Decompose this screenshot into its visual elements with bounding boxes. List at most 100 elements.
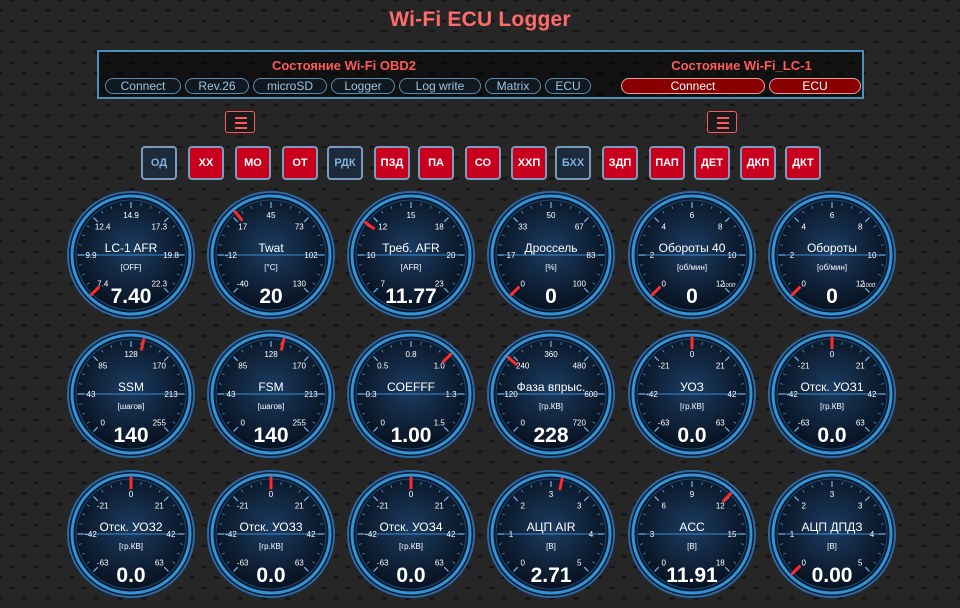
gauge-dial: -63 -42 -21 0 21 42 63 — [207, 470, 335, 598]
gauge-unit: [гр.КВ] — [118, 542, 144, 551]
gauge-needle — [558, 477, 564, 491]
flag-toggle-10[interactable]: ЗДП — [602, 146, 638, 180]
gauge-tick-label: 42 — [447, 530, 456, 539]
gauge-tick-label: -63 — [97, 558, 109, 567]
gauge-label: АЦП AIR — [526, 520, 576, 534]
flag-toggle-12[interactable]: ДЕТ — [694, 146, 730, 180]
gauge-value: 11.91 — [666, 564, 718, 587]
gauge-tick-label: 67 — [575, 223, 584, 232]
flag-toggle-11[interactable]: ПАП — [649, 146, 685, 180]
gauge-tick-label: 22.3 — [151, 279, 167, 288]
gauge-multiplier: x1000 — [860, 283, 875, 289]
gauge-unit: [шагов] — [257, 402, 285, 411]
flag-toggle-0[interactable]: ОД — [141, 146, 177, 180]
gauge-tick-label: -63 — [798, 418, 810, 427]
gauge-label: Отск. УОЗ4 — [379, 520, 443, 534]
flag-toggle-3[interactable]: ОТ — [282, 146, 318, 180]
gauge-tick-label: -21 — [798, 362, 810, 371]
gauge-tick-label: 5 — [577, 558, 582, 567]
gauge-tick-label: 12.4 — [95, 223, 111, 232]
gauge-tick-label: 8 — [718, 223, 723, 232]
gauge-tick-label: 12 — [716, 279, 725, 288]
gauge-value: 228 — [533, 424, 569, 447]
menu-right-button[interactable] — [707, 111, 737, 133]
menu-left-button[interactable] — [225, 111, 255, 133]
gauge-tick-label: 50 — [547, 211, 556, 220]
menu-icon — [717, 127, 729, 129]
gauge-needle — [722, 491, 733, 503]
obd-log-write-button[interactable]: Log write — [399, 78, 481, 94]
gauge-tick-label: 0 — [801, 279, 806, 288]
gauge-value: 0 — [826, 285, 838, 308]
gauge-tick-label: 0 — [520, 279, 525, 288]
flag-toggle-8[interactable]: ХХП — [511, 146, 547, 180]
flag-toggle-9[interactable]: БХХ — [555, 146, 591, 180]
gauge-tick-label: 3 — [650, 530, 655, 539]
gauge-needle — [790, 286, 801, 297]
gauge-tick-label: -42 — [786, 390, 798, 399]
obd-connect-button[interactable]: Connect — [105, 78, 181, 94]
gauge-tick-label: 0 — [269, 490, 274, 499]
gauge-tick-label: 73 — [295, 223, 304, 232]
gauge-tick-label: 42 — [307, 530, 316, 539]
flag-toggle-7[interactable]: СО — [465, 146, 501, 180]
gauge-needle — [650, 286, 661, 297]
lc-status-header: Состояние Wi-Fi_LC-1 — [671, 58, 812, 73]
flag-toggle-14[interactable]: ДКТ — [785, 146, 821, 180]
gauge-tick-label: 255 — [293, 418, 307, 427]
gauge-tick-label: 7.4 — [97, 279, 109, 288]
gauge-label: Треб. AFR — [382, 241, 440, 255]
gauge-value: 7.40 — [110, 285, 152, 308]
obd-microsd-button[interactable]: microSD — [253, 78, 327, 94]
flag-toggle-6[interactable]: ПА — [418, 146, 454, 180]
gauge-tick-label: 63 — [856, 418, 865, 427]
gauge-value: 2.71 — [530, 564, 572, 587]
gauge-label: Отск. УОЗ1 — [800, 380, 864, 394]
gauge-tick-label: 10 — [728, 251, 737, 260]
gauge-tick-label: 85 — [98, 362, 107, 371]
gauge-tick-label: -12 — [225, 251, 237, 260]
gauge-0: 7.4 9.9 12.4 14.9 17.3 19.8 22.3 LC-1 AFR [OFF] 7… — [67, 191, 195, 319]
menu-icon — [235, 127, 247, 129]
gauge-tick-label: 42 — [868, 390, 877, 399]
gauge-unit: [гр.КВ] — [679, 402, 705, 411]
gauge-label: Отск. УОЗ3 — [239, 520, 303, 534]
gauge-unit: [OFF] — [120, 263, 142, 272]
obd-logger-button[interactable]: Logger — [331, 78, 395, 94]
gauge-value: 11.77 — [385, 285, 437, 308]
gauge-needle — [140, 337, 146, 351]
gauge-value: 140 — [253, 424, 289, 447]
gauge-tick-label: 9 — [690, 490, 695, 499]
flag-toggle-1[interactable]: ХХ — [188, 146, 224, 180]
gauge-tick-label: 2 — [801, 502, 806, 511]
gauge-tick-label: 128 — [264, 350, 278, 359]
lc-ecu-button[interactable]: ECU — [769, 78, 861, 94]
flag-toggle-2[interactable]: МО — [235, 146, 271, 180]
gauge-tick-label: 42 — [728, 390, 737, 399]
gauge-dial: 0 2 4 6 8 10 12 — [628, 191, 756, 319]
gauge-label: ACC — [679, 520, 705, 534]
obd-ecu-button[interactable]: ECU — [545, 78, 591, 94]
gauge-dial: 0 43 85 128 170 213 255 — [207, 330, 335, 458]
gauge-tick-label: 12 — [856, 279, 865, 288]
gauge-tick-label: 3 — [549, 490, 554, 499]
gauge-tick-label: 14.9 — [123, 211, 139, 220]
gauge-tick-label: 10 — [367, 251, 376, 260]
gauge-tick-label: 21 — [295, 502, 304, 511]
flag-toggle-13[interactable]: ДКП — [740, 146, 776, 180]
obd-matrix-button[interactable]: Matrix — [485, 78, 541, 94]
gauge-dial: 7 10 12 15 18 20 23 — [347, 191, 475, 319]
gauge-7: 0 43 85 128 170 213 255 FSM [шагов] 140 — [207, 330, 335, 458]
gauge-tick-label: 6 — [661, 502, 666, 511]
gauge-value: 0.00 — [811, 564, 853, 587]
gauge-tick-label: 12 — [378, 223, 387, 232]
gauge-12: -63 -42 -21 0 21 42 63 Отск. УОЗ2 [гр.КВ] 0.0 — [67, 470, 195, 598]
gauge-tick-label: 213 — [164, 390, 178, 399]
lc-connect-button[interactable]: Connect — [621, 78, 765, 94]
flag-toggle-4[interactable]: РДК — [327, 146, 363, 180]
obd-rev-button[interactable]: Rev.26 — [185, 78, 249, 94]
flag-toggle-5[interactable]: ПЗД — [374, 146, 410, 180]
gauge-tick-label: 85 — [238, 362, 247, 371]
gauge-label: FSM — [258, 380, 284, 394]
gauge-1: -40 -12 17 45 73 102 130 Twat [°C] 20 — [207, 191, 335, 319]
